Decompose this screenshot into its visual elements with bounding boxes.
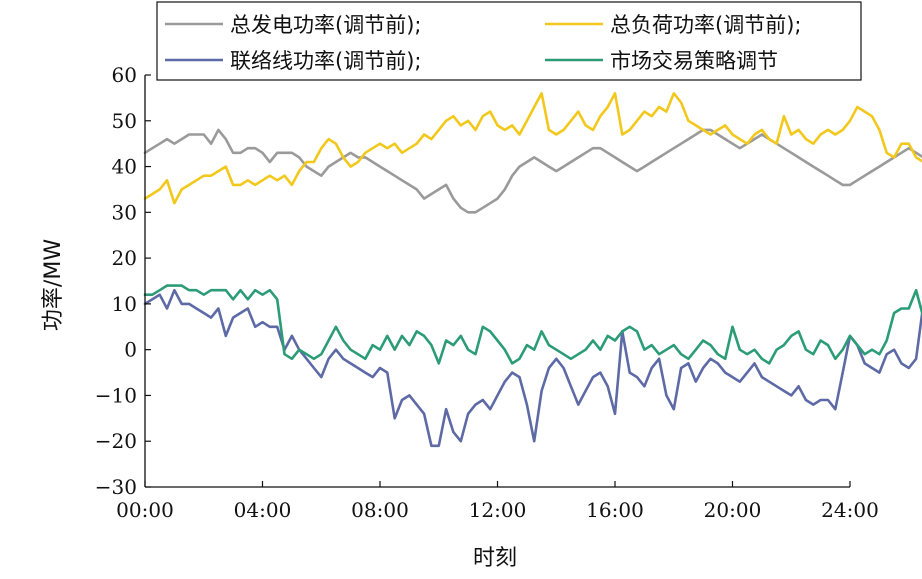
x-tick-label: 04:00	[234, 498, 292, 522]
y-tick-label: 60	[112, 63, 137, 87]
x-tick-label: 08:00	[351, 498, 409, 522]
legend: 总发电功率(调节前); 总负荷功率(调节前); 联络线功率(调节前); 市场交易策略调…	[156, 1, 862, 81]
x-tick-label: 20:00	[704, 498, 762, 522]
y-tick-label: 40	[112, 155, 137, 179]
y-tick-label: 30	[112, 200, 137, 224]
y-tick-label: 20	[112, 246, 137, 270]
legend-label-2: 联络线功率(调节前);	[230, 49, 421, 73]
y-tick-label: 10	[112, 292, 137, 316]
y-tick-label: −20	[95, 429, 137, 453]
plot-area	[143, 92, 922, 448]
x-tick-label: 12:00	[469, 498, 527, 522]
axes: −30 −20 −10 0 10 20 30 40 50 60 00:00 04:00 08:00 12:…	[95, 63, 879, 522]
series-line-0	[143, 128, 922, 214]
y-tick-label: 0	[124, 338, 137, 362]
x-axis-label: 时刻	[473, 546, 517, 571]
legend-label-1: 总负荷功率(调节前);	[610, 13, 801, 37]
legend-box	[156, 1, 862, 81]
series-line-3	[143, 284, 922, 365]
x-tick-label: 24:00	[821, 498, 879, 522]
y-tick-label: −10	[95, 383, 137, 407]
legend-label-0: 总发电功率(调节前);	[230, 13, 421, 37]
x-tick-label: 00:00	[116, 498, 174, 522]
y-axis-label: 功率/MW	[41, 239, 66, 331]
legend-label-3: 市场交易策略调节	[610, 49, 778, 73]
y-tick-label: −30	[95, 475, 137, 499]
series-line-1	[143, 92, 922, 205]
series-line-2	[143, 288, 922, 448]
x-tick-label: 16:00	[586, 498, 644, 522]
y-tick-label: 50	[112, 109, 137, 133]
